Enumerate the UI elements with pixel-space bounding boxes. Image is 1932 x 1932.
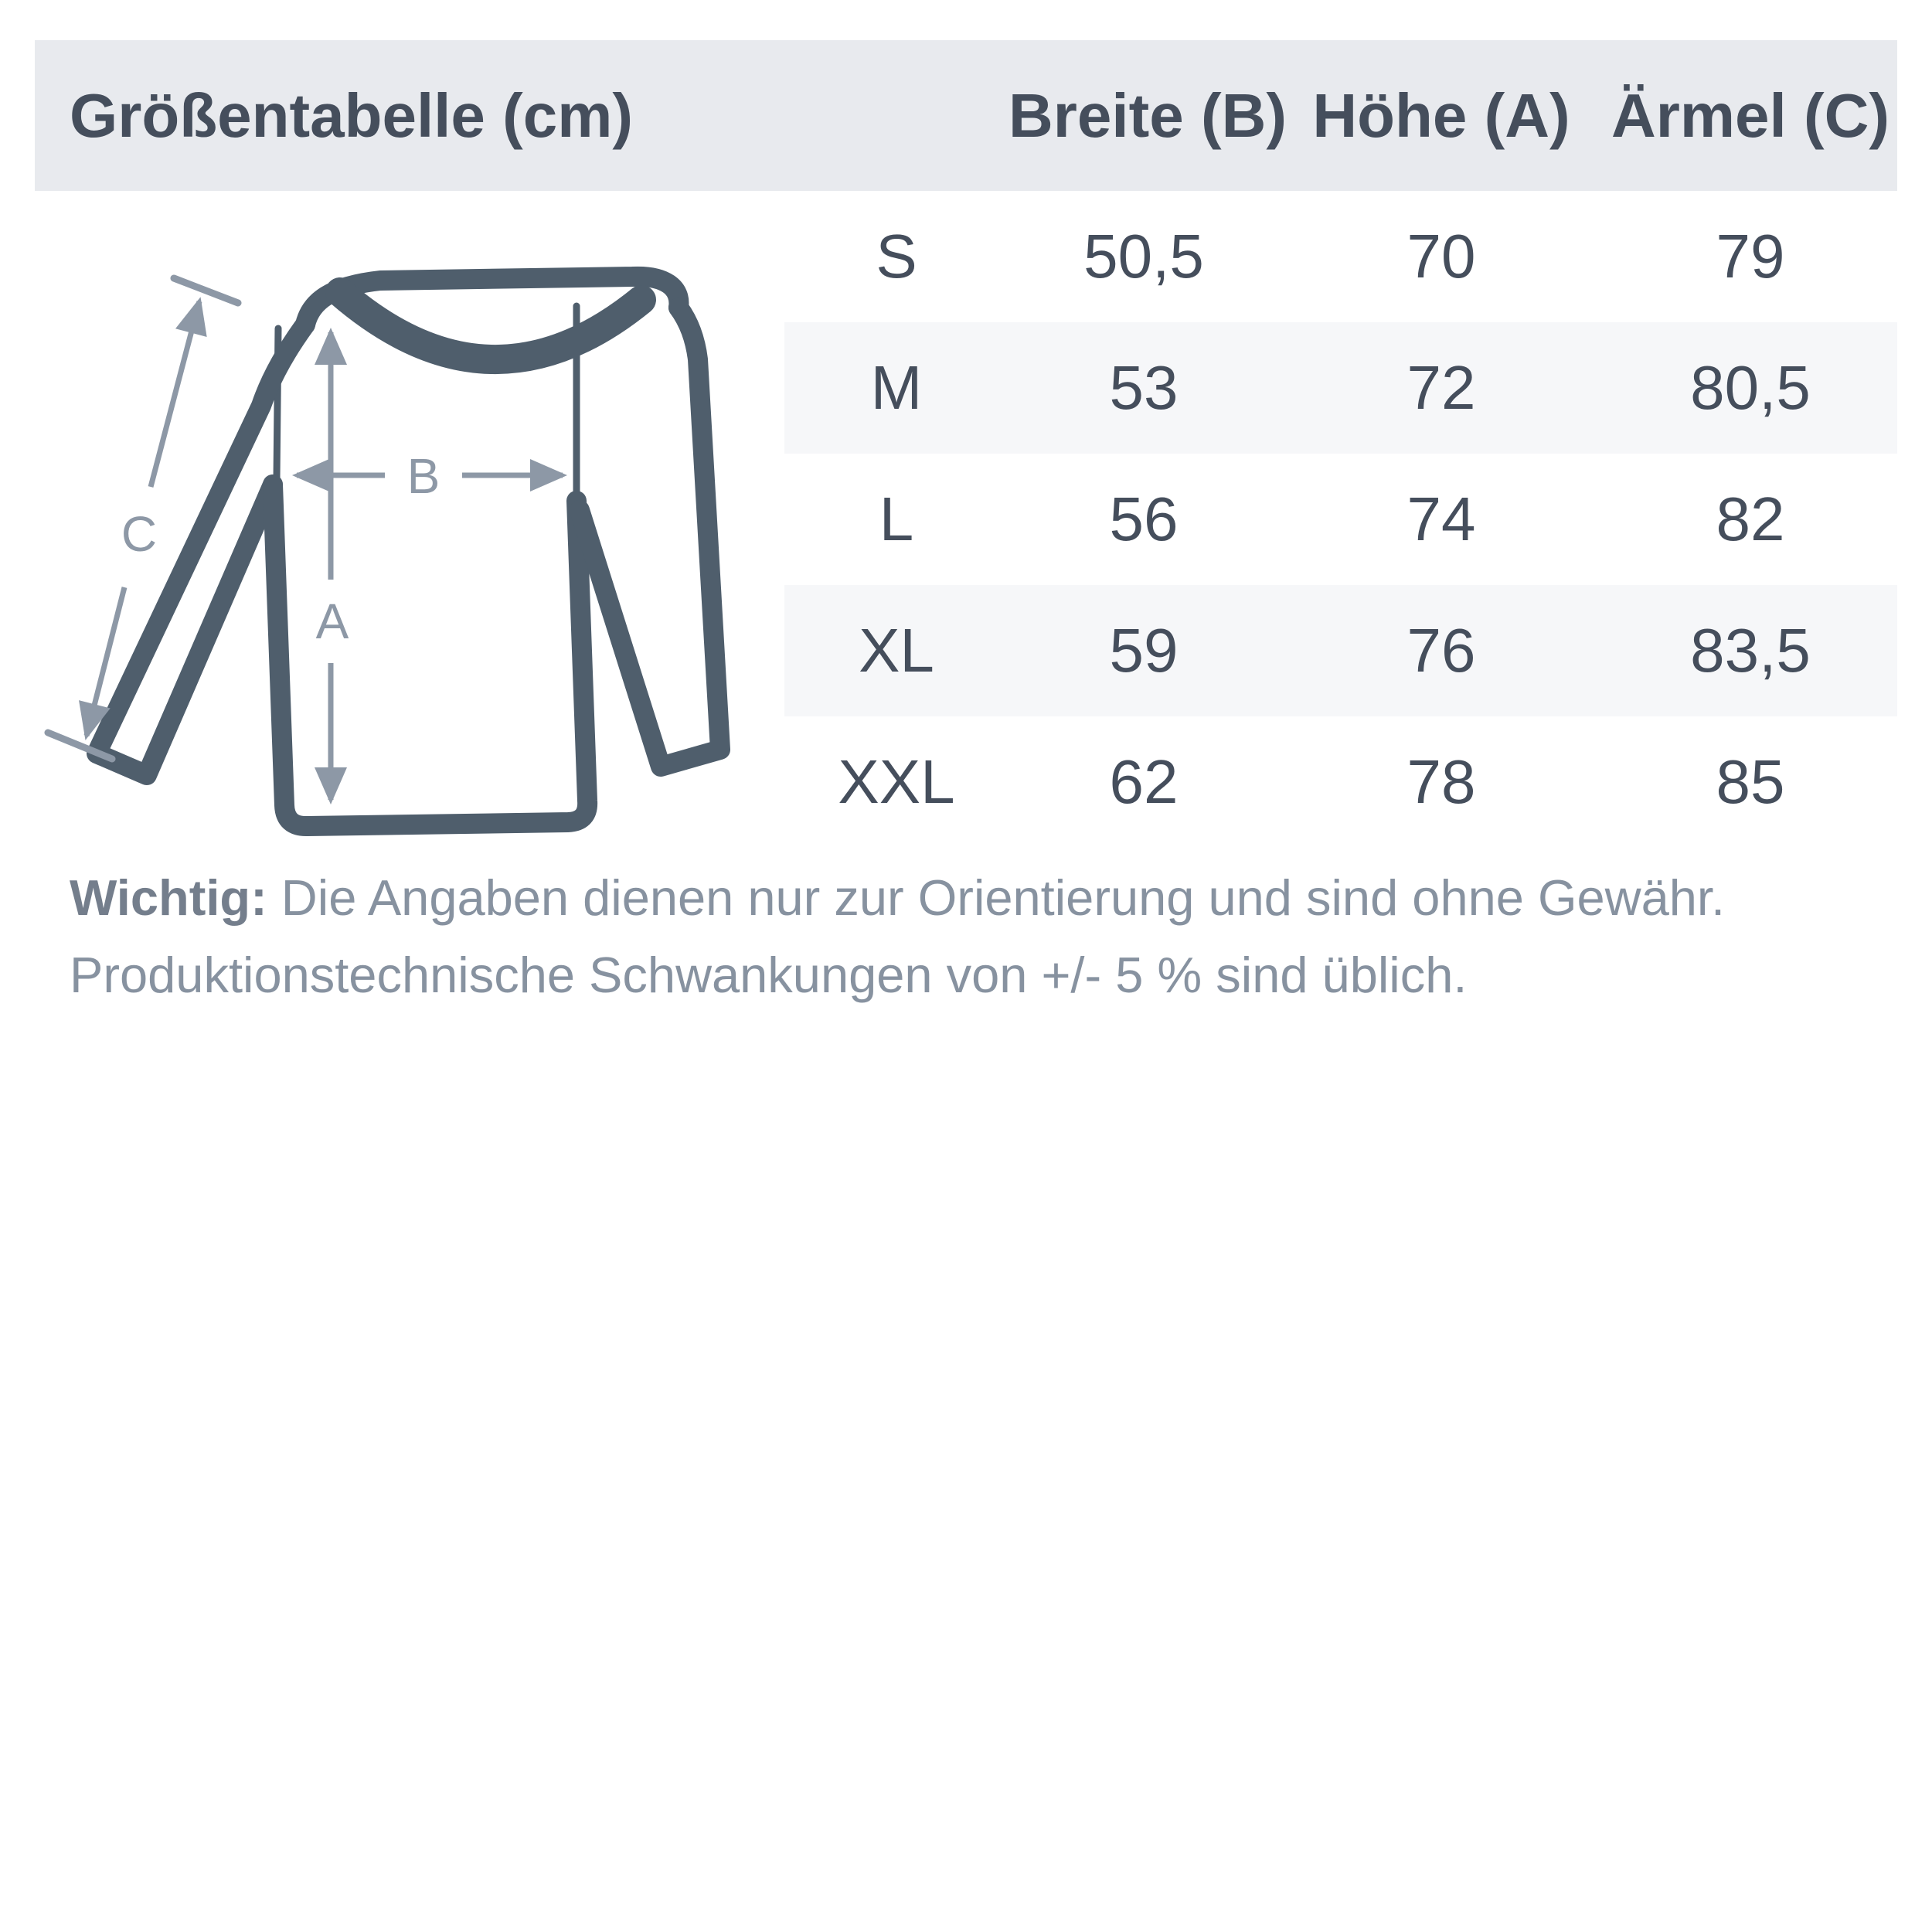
size-label: XL	[859, 616, 934, 685]
size-label: XXL	[838, 747, 955, 816]
column-header-hoehe: Höhe (A)	[1312, 80, 1570, 150]
dim-c-tick-bottom	[44, 729, 116, 763]
shirt-body	[263, 474, 598, 836]
breite-value: 59	[1109, 616, 1179, 685]
breite-value: 56	[1109, 485, 1179, 553]
table-row: L 56 74 82	[784, 454, 1897, 585]
table-row: S 50,5 70 79	[784, 191, 1897, 322]
size-label: M	[870, 353, 923, 422]
table-row: XXL 62 78 85	[784, 716, 1897, 848]
breite-value: 50,5	[1083, 222, 1204, 291]
hoehe-value: 76	[1406, 616, 1476, 685]
disclaimer-line-2: Produktionstechnische Schwankungen von +…	[70, 947, 1468, 1003]
shirt-top-edge	[295, 266, 689, 335]
dim-label-b: B	[407, 448, 440, 504]
dim-c-line-lower	[79, 587, 128, 740]
breite-value: 62	[1109, 747, 1179, 816]
size-table-header: Größentabelle (cm) Breite (B) Höhe (A) Ä…	[35, 40, 1897, 191]
table-row: XL 59 76 83,5	[784, 585, 1897, 716]
dim-c-line-upper	[148, 297, 207, 488]
shirt-measurement-diagram: C A B	[44, 266, 730, 836]
aermel-value: 79	[1716, 222, 1785, 291]
disclaimer-note: Wichtig: Die Angaben dienen nur zur Orie…	[70, 859, 1870, 1014]
hoehe-value: 70	[1406, 222, 1476, 291]
dim-c-tick-top	[170, 274, 242, 307]
breite-value: 53	[1109, 353, 1179, 422]
aermel-value: 80,5	[1690, 353, 1811, 422]
column-header-breite: Breite (B)	[1009, 80, 1287, 150]
aermel-value: 83,5	[1690, 616, 1811, 685]
table-row: M 53 72 80,5	[784, 322, 1897, 454]
size-table-rows: S 50,5 70 79 M 53 72 80,5 L 56 74 82 XL …	[784, 191, 1897, 848]
aermel-value: 85	[1716, 747, 1785, 816]
shirt-right-sleeve	[570, 298, 730, 777]
page-title: Größentabelle (cm)	[70, 80, 634, 150]
aermel-value: 82	[1716, 485, 1785, 553]
disclaimer-bold: Wichtig:	[70, 869, 267, 926]
hoehe-value: 74	[1406, 485, 1476, 553]
shirt-collar	[325, 277, 656, 374]
shirt-left-sleeve	[87, 315, 315, 785]
disclaimer-line-1-text: Die Angaben dienen nur zur Orientierung …	[267, 869, 1726, 926]
hoehe-value: 78	[1406, 747, 1476, 816]
hoehe-value: 72	[1406, 353, 1476, 422]
size-label: S	[876, 222, 917, 291]
disclaimer-line-1: Wichtig: Die Angaben dienen nur zur Orie…	[70, 859, 1870, 937]
size-label: L	[879, 485, 914, 553]
dim-label-c: C	[121, 506, 157, 562]
dim-label-a: A	[316, 594, 349, 649]
column-header-aermel: Ärmel (C)	[1611, 80, 1890, 150]
